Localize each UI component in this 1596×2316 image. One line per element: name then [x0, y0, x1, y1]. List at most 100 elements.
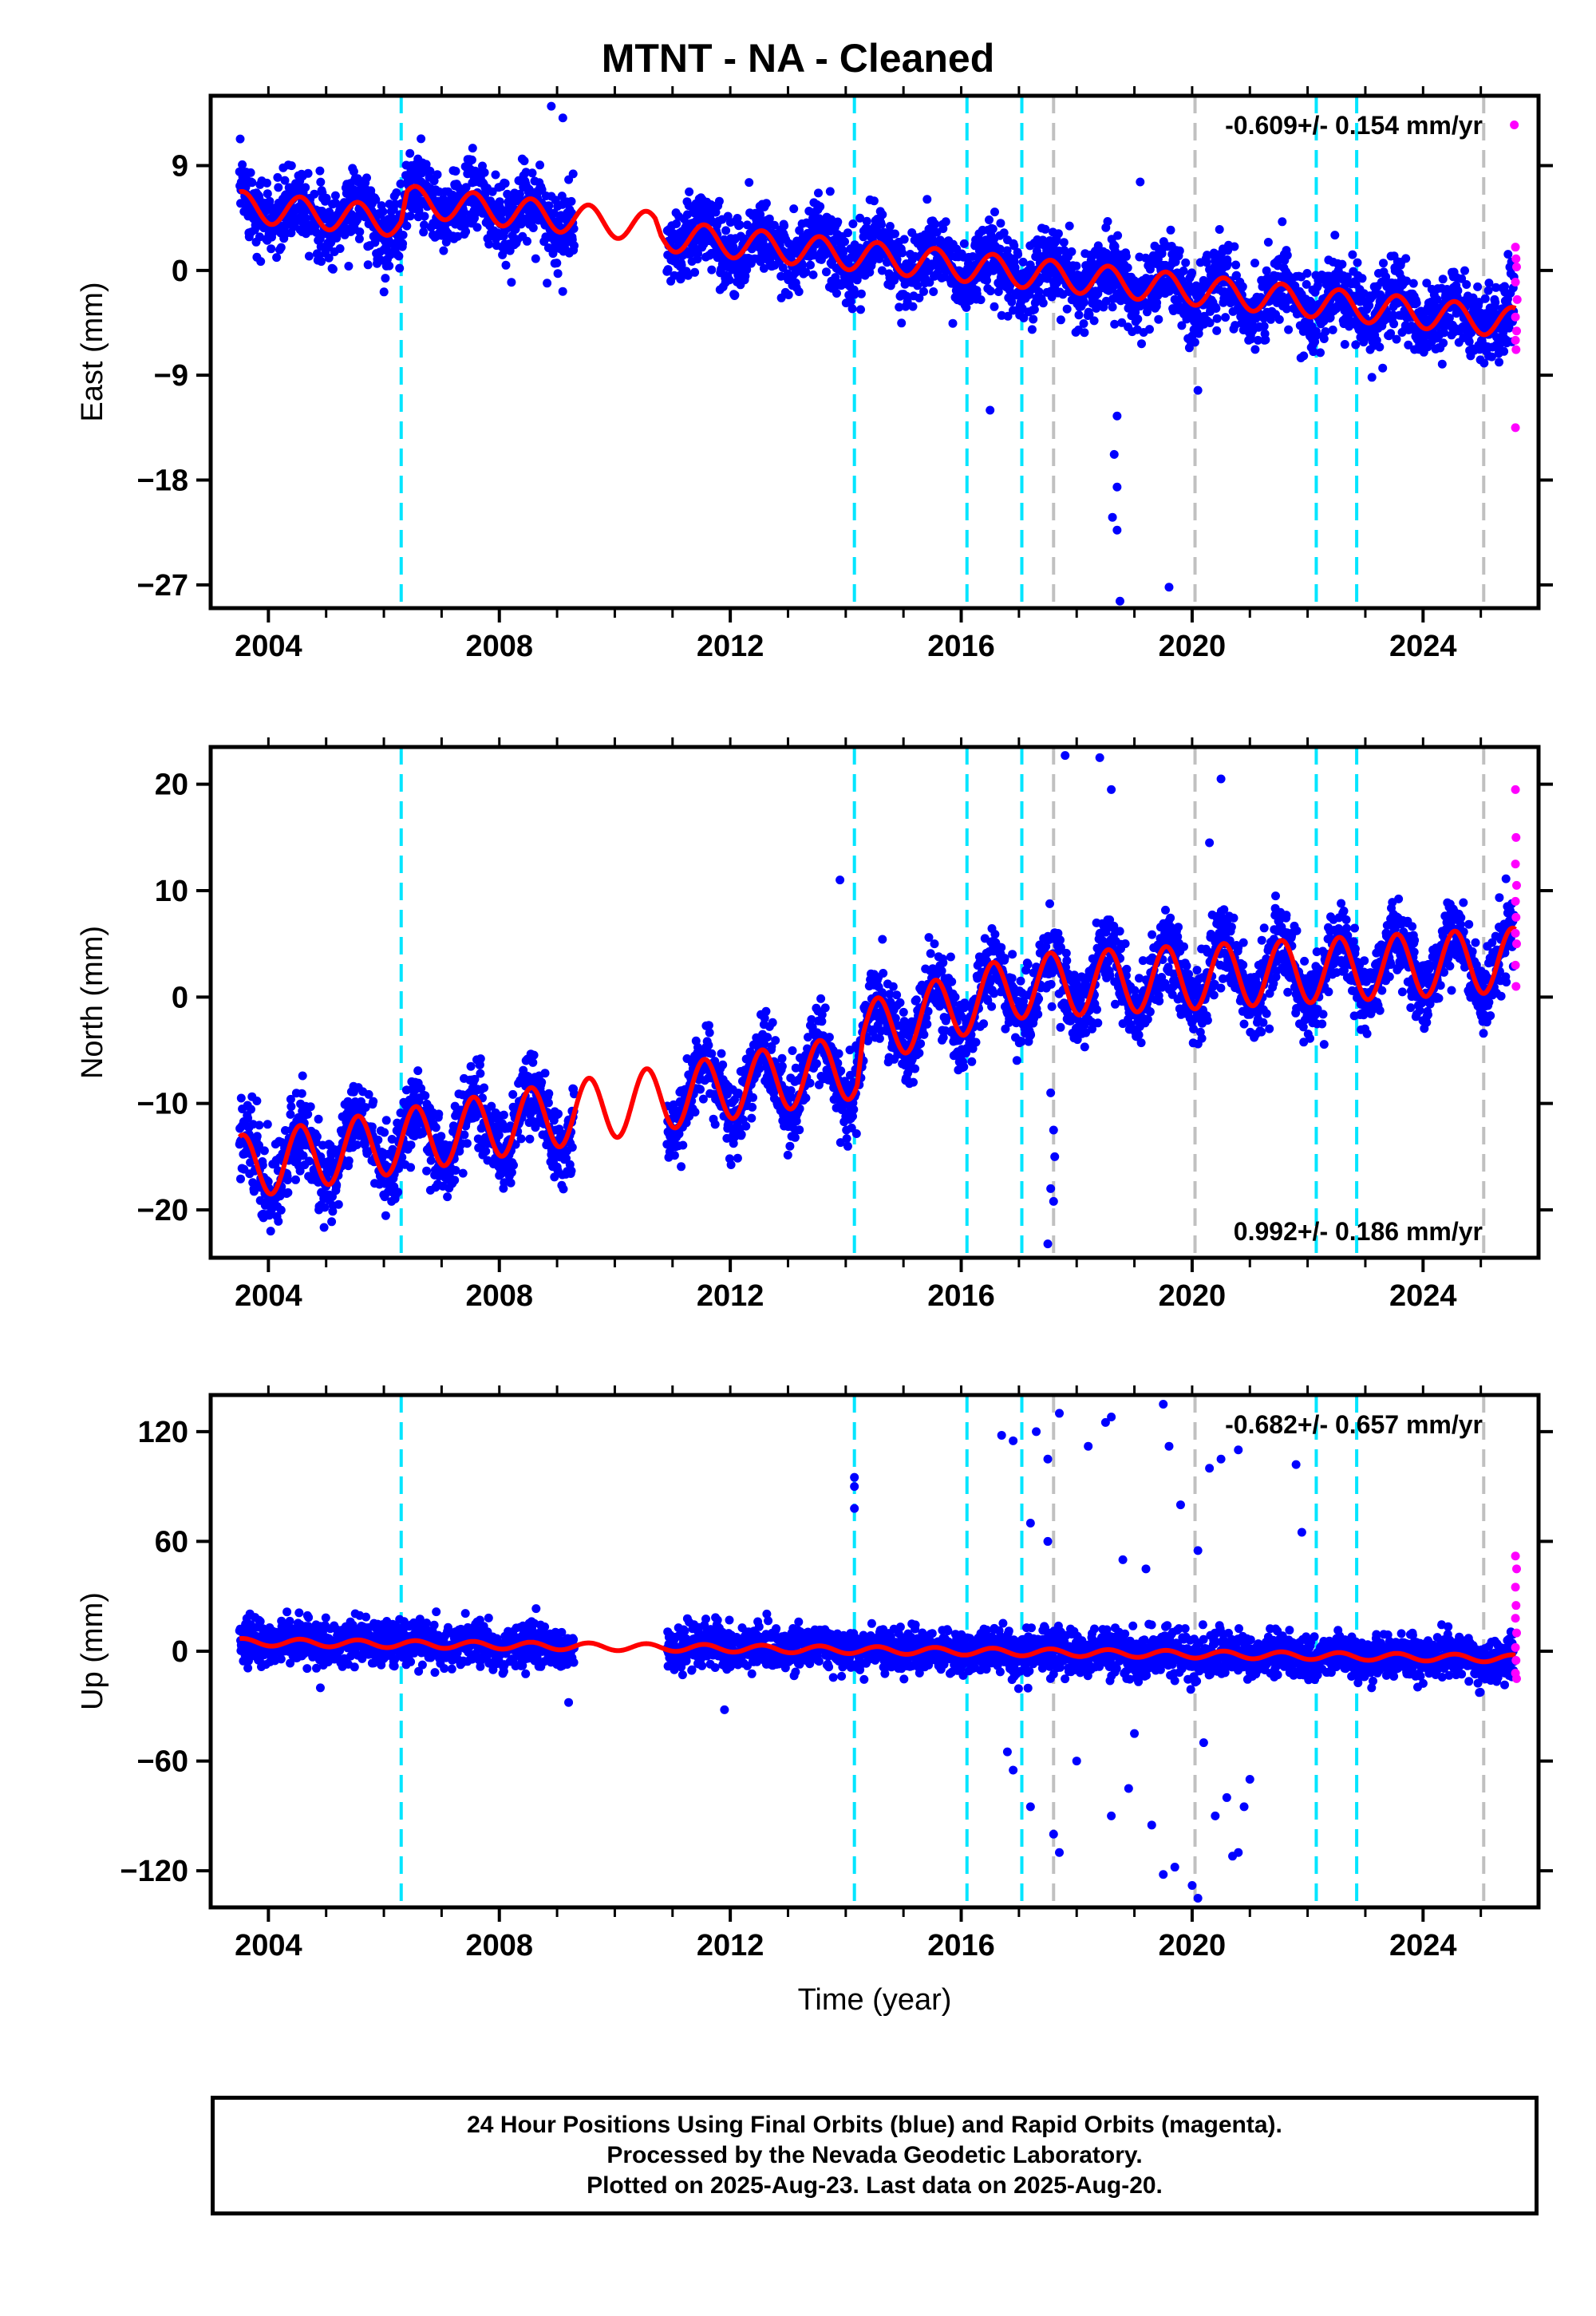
data-point [988, 224, 998, 234]
outlier-point [1112, 525, 1122, 535]
data-point [747, 244, 757, 254]
data-point [567, 196, 576, 206]
data-point [462, 1139, 472, 1148]
data-point [696, 1085, 705, 1094]
data-point [1342, 272, 1352, 282]
data-point [1284, 325, 1294, 334]
data-point [354, 234, 364, 243]
data-point [274, 183, 283, 192]
data-point [450, 1176, 460, 1185]
data-point [808, 270, 818, 279]
data-point [481, 1147, 491, 1156]
data-point [791, 1063, 800, 1073]
data-point [672, 219, 681, 228]
data-point [1215, 225, 1224, 234]
data-point [1340, 340, 1349, 349]
y-tick-label: 0 [172, 255, 188, 288]
data-point [999, 228, 1009, 238]
data-point [777, 1061, 787, 1071]
data-point [529, 1050, 539, 1060]
data-point [367, 1122, 377, 1132]
data-point [310, 189, 319, 199]
data-point [528, 1057, 538, 1067]
data-point [420, 220, 429, 230]
data-point [503, 189, 512, 199]
data-point [737, 1130, 746, 1140]
data-point [453, 231, 463, 241]
data-point [236, 1174, 245, 1184]
data-point [1464, 337, 1474, 346]
data-point [303, 1109, 313, 1119]
data-point [247, 178, 257, 188]
outlier-point [1164, 583, 1174, 592]
data-point [994, 287, 1003, 296]
model-fit-line [239, 184, 1517, 338]
data-point [785, 1141, 795, 1151]
data-point [267, 244, 276, 254]
data-point [364, 1089, 373, 1099]
data-point [1184, 343, 1194, 353]
page-title: MTNT - NA - Cleaned [601, 36, 995, 81]
data-point [670, 1151, 679, 1160]
data-point [255, 1140, 263, 1150]
outlier-point [1112, 482, 1122, 492]
data-point [317, 257, 326, 267]
data-point [330, 191, 340, 200]
data-point [331, 199, 341, 208]
data-point [314, 1114, 323, 1124]
data-point [286, 1094, 295, 1104]
data-point [273, 172, 282, 182]
data-point [395, 263, 405, 273]
data-point [726, 1160, 736, 1169]
data-point [419, 227, 429, 237]
data-point [349, 167, 358, 176]
data-point [515, 189, 524, 199]
data-point [327, 1217, 337, 1227]
data-point [378, 207, 388, 216]
data-point [274, 1216, 283, 1226]
data-point [371, 195, 381, 204]
data-point [705, 1028, 714, 1037]
north-panel: 2004 2008 2012 2016 2020 202420100−10−20North… [76, 737, 1553, 1313]
data-point [822, 267, 831, 277]
data-point [698, 1094, 708, 1104]
data-point [439, 246, 448, 255]
data-point [710, 1120, 720, 1129]
data-point [817, 1010, 827, 1019]
data-point [319, 1223, 329, 1232]
data-point [843, 228, 852, 238]
data-point [891, 229, 899, 239]
data-point [1079, 319, 1088, 328]
data-point [543, 1098, 553, 1108]
data-point [1074, 310, 1084, 320]
data-point [745, 178, 754, 188]
data-point [1261, 335, 1270, 345]
data-point [1123, 263, 1132, 272]
data-point [555, 1124, 564, 1134]
data-point [1367, 373, 1377, 382]
data-point [677, 1162, 686, 1172]
data-point [506, 1178, 516, 1188]
x-tick-label: 2012 [697, 630, 764, 663]
data-point [406, 1140, 416, 1150]
data-point [794, 287, 804, 296]
data-point [925, 278, 934, 287]
data-point [840, 237, 849, 247]
data-point [1246, 334, 1256, 344]
data-point [286, 228, 296, 238]
data-point [413, 1066, 423, 1076]
data-point [783, 1150, 792, 1160]
data-point [531, 254, 540, 263]
data-point [1444, 314, 1454, 322]
data-point [255, 1120, 264, 1130]
data-point [704, 1021, 713, 1030]
data-point [1179, 267, 1188, 275]
data-point [749, 1093, 757, 1102]
data-point [690, 267, 700, 277]
velocity-label: -0.609+/- 0.154 mm/yr [1225, 111, 1483, 140]
data-point [266, 1227, 275, 1236]
data-point [1309, 347, 1318, 357]
data-point [422, 1166, 432, 1176]
rapid-orbit-point [1511, 345, 1521, 354]
data-point [805, 1078, 815, 1088]
